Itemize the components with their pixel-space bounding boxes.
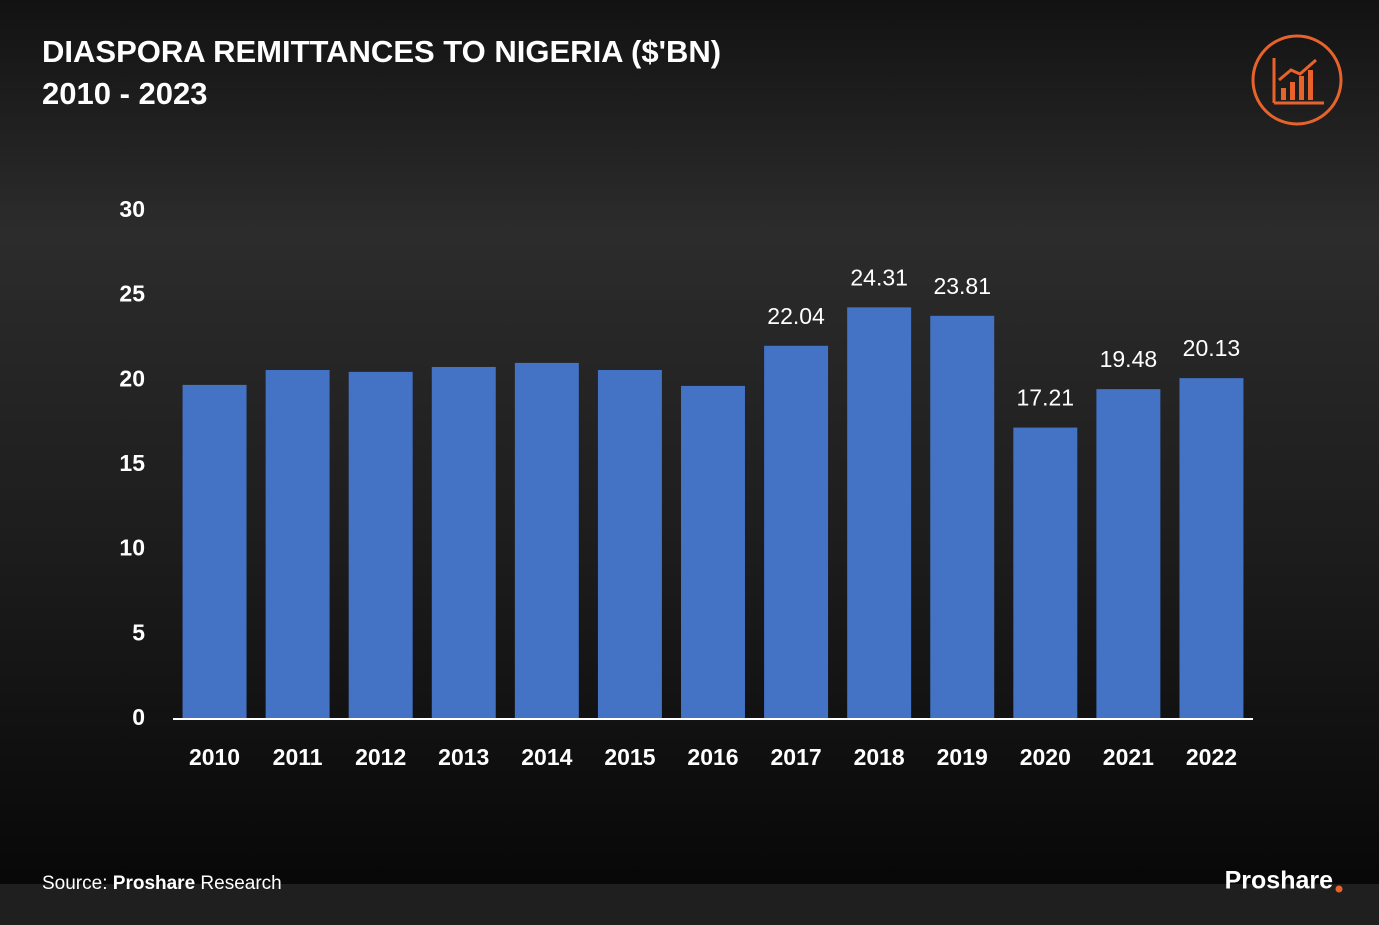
x-tick-label: 2016 <box>687 744 738 770</box>
y-tick-label: 25 <box>119 281 145 307</box>
x-tick-label: 2010 <box>189 744 240 770</box>
x-tick-label: 2021 <box>1103 744 1154 770</box>
source-label: Source: Proshare Research <box>42 873 282 894</box>
x-tick-label: 2011 <box>273 744 323 770</box>
bar <box>1013 427 1078 719</box>
x-tick-label: 2022 <box>1186 744 1237 770</box>
y-tick-label: 0 <box>132 704 145 730</box>
x-tick-label: 2013 <box>438 744 489 770</box>
chart-subtitle: 2010 - 2023 <box>42 76 207 111</box>
bar <box>514 362 579 719</box>
y-tick-label: 15 <box>119 450 145 476</box>
value-label: 23.81 <box>933 273 991 299</box>
brand: Proshare <box>1225 867 1333 895</box>
brand-dot <box>1335 885 1343 893</box>
bar <box>348 371 413 719</box>
bar <box>930 315 995 719</box>
bar <box>265 370 330 719</box>
chart-title: DIASPORA REMITTANCES TO NIGERIA ($'BN) <box>42 34 721 69</box>
bar <box>847 307 912 719</box>
x-tick-label: 2017 <box>770 744 821 770</box>
source-name: Proshare <box>113 873 195 894</box>
footer-strip <box>0 884 1379 925</box>
bar <box>764 345 829 719</box>
bar <box>431 366 496 719</box>
value-label: 19.48 <box>1100 346 1158 372</box>
bar <box>597 370 662 719</box>
bar <box>182 384 247 719</box>
y-tick-label: 30 <box>119 196 145 222</box>
value-label: 22.04 <box>767 303 825 329</box>
value-label: 20.13 <box>1183 335 1241 361</box>
bar <box>1096 389 1161 719</box>
bar <box>681 385 745 719</box>
x-tick-label: 2014 <box>521 744 572 770</box>
x-tick-label: 2012 <box>355 744 406 770</box>
y-tick-label: 10 <box>119 535 145 561</box>
logo-icon <box>1251 34 1343 126</box>
y-tick-label: 20 <box>119 365 145 391</box>
value-label: 24.31 <box>850 264 908 290</box>
value-label: 17.21 <box>1017 385 1075 411</box>
x-tick-label: 2015 <box>604 744 655 770</box>
x-tick-label: 2018 <box>854 744 905 770</box>
source-suffix: Research <box>200 873 281 894</box>
x-tick-label: 2019 <box>937 744 988 770</box>
bar <box>1179 378 1244 719</box>
x-tick-label: 2020 <box>1020 744 1071 770</box>
source-prefix: Source: <box>42 873 107 894</box>
y-tick-label: 5 <box>132 619 145 645</box>
